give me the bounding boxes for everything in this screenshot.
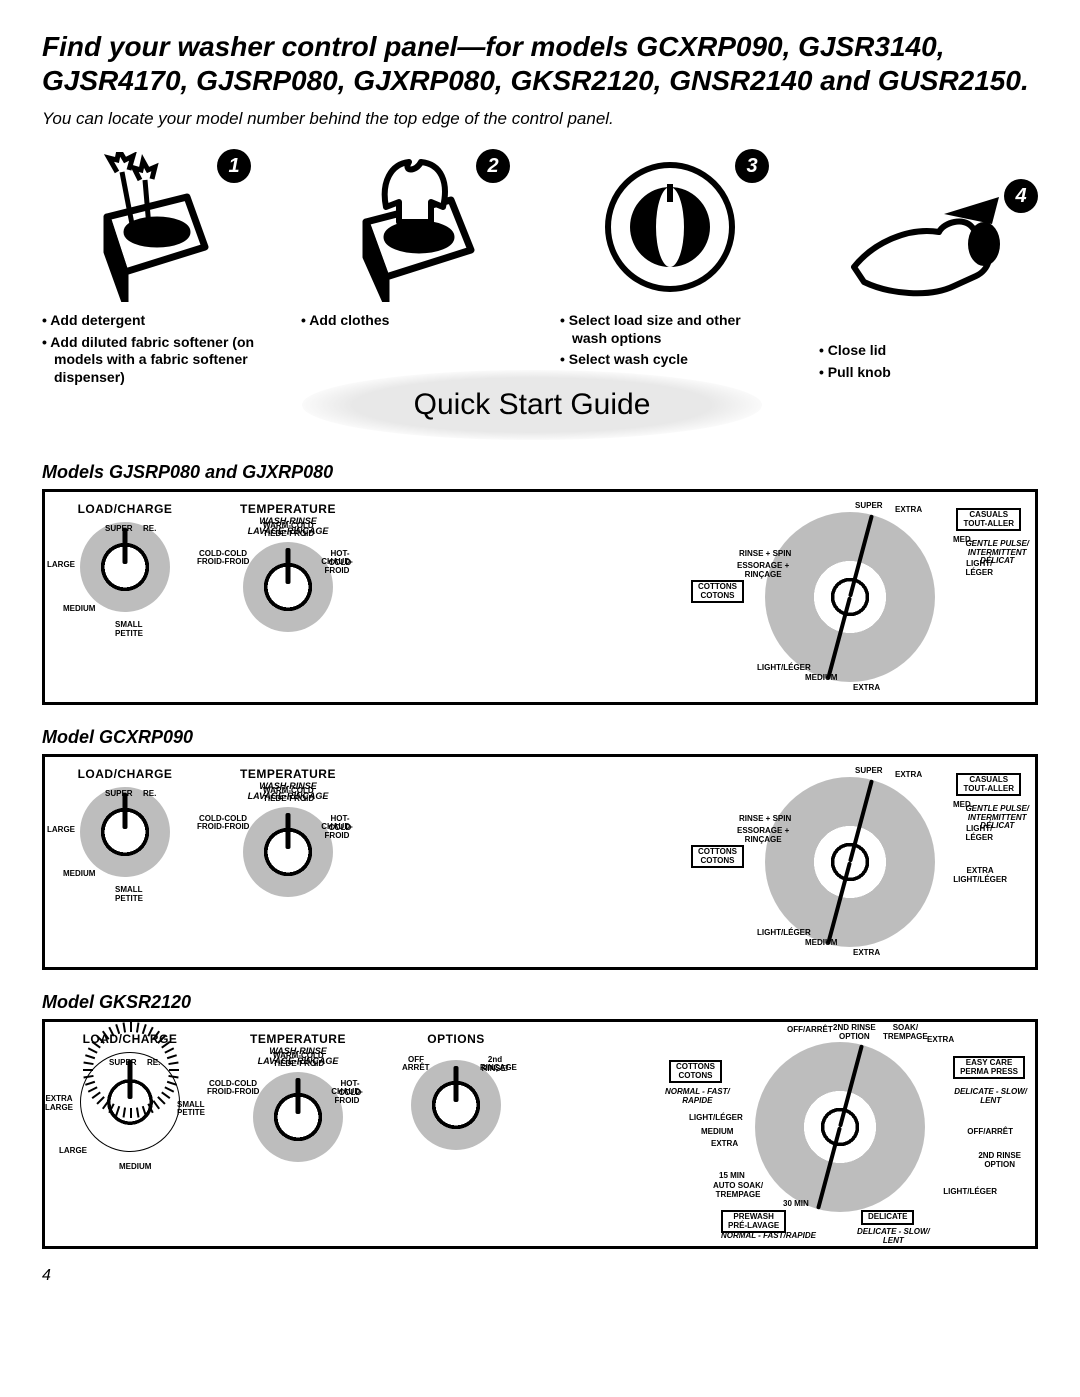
step-2: 2 Add clothes	[301, 149, 520, 334]
lbl-essorage: ESSORAGE + RINÇAGE	[737, 562, 789, 579]
step4-bullet1: Close lid	[819, 342, 1038, 360]
step2-bullet1: Add clothes	[301, 312, 520, 330]
cycle-dial-wrap-3: COTTONSCOTONS EASY CAREPERMA PRESS PREWA…	[665, 1032, 1025, 1218]
load-dial2	[80, 787, 170, 877]
pill-cottons: COTTONSCOTONS	[691, 580, 744, 603]
temp-dial	[243, 542, 333, 632]
lbl-extralarge: EXTRA LARGE	[45, 1094, 73, 1112]
panel-1: LOAD/CHARGE SUPER RE. LARGE MEDIUM SMALL…	[42, 489, 1038, 705]
lbl-lightleger2: LIGHT/LÉGER	[757, 664, 811, 672]
lbl-small: SMALL	[115, 620, 143, 629]
step3-bullet2: Select wash cycle	[560, 351, 779, 369]
load-title: LOAD/CHARGE	[55, 502, 195, 516]
panel-2: LOAD/CHARGE SUPER RE. LARGE MEDIUM SMALL…	[42, 754, 1038, 970]
lbl-30min: 30 MIN	[783, 1200, 809, 1208]
step3-bullet1: Select load size and other wash options	[560, 312, 779, 347]
lbl-super: SUPER	[855, 502, 883, 510]
step-badge-3: 3	[735, 149, 769, 183]
lbl-medium: MEDIUM	[63, 604, 95, 613]
pill-delicate: DELICATE	[861, 1210, 914, 1224]
page-title: Find your washer control panel—for model…	[42, 30, 1038, 97]
temp-title2: TEMPERATURE	[213, 767, 363, 781]
lbl-normalfastrapide: NORMAL - FAST/RAPIDE	[721, 1232, 816, 1240]
pill-cottons3: COTTONSCOTONS	[669, 1060, 722, 1083]
lbl-re: RE.	[143, 524, 156, 533]
lbl-autosoak: AUTO SOAK/ TREMPAGE	[713, 1182, 763, 1199]
lbl-delslow2: DELICATE - SLOW/ LENT	[857, 1228, 930, 1245]
quick-start-row: 1 Add detergent Add diluted fabric	[42, 149, 1038, 390]
pill-easycare: EASY CAREPERMA PRESS	[953, 1056, 1025, 1079]
temp-title: TEMPERATURE	[213, 502, 363, 516]
lbl-extra: EXTRA	[895, 506, 922, 514]
lbl-2ndrinseopt: 2ND RINSE OPTION	[833, 1024, 876, 1041]
panel-3: LOAD/CHARGE SUPER RE. EXTRA LARGE SMALL …	[42, 1019, 1038, 1249]
lbl-soak: SOAK/ TREMPAGE	[883, 1024, 928, 1041]
lbl-extra2: EXTRA	[853, 684, 880, 692]
page-number: 4	[42, 1267, 1038, 1285]
lbl-chaud: CHAUD-FROID	[321, 558, 353, 575]
lbl-medium2: MEDIUM	[805, 674, 837, 682]
cycle-dial2	[765, 777, 935, 947]
lbl-arret: ARRÊT	[402, 1064, 430, 1072]
temp-dial3	[253, 1072, 343, 1162]
cycle-dial-wrap-1: COTTONSCOTONS CASUALSTOUT-ALLER SUPER EX…	[695, 502, 1025, 688]
load-dial	[80, 522, 170, 612]
lbl-tiede: TIÈDE-FROID	[263, 530, 314, 538]
load-title3: LOAD/CHARGE	[55, 1032, 205, 1046]
lbl-lightleger: LIGHT/ LÉGER	[965, 560, 993, 577]
lbl-rincage: RINÇAGE	[480, 1064, 517, 1072]
pill-casuals: CASUALSTOUT-ALLER	[956, 508, 1021, 531]
lbl-15min: 15 MIN	[719, 1172, 745, 1180]
lbl-normalfast: NORMAL - FAST/ RAPIDE	[665, 1088, 730, 1105]
lbl-super: SUPER	[105, 524, 133, 533]
panel3-heading: Model GKSR2120	[42, 992, 1038, 1013]
panel2-heading: Model GCXRP090	[42, 727, 1038, 748]
cycle-dial-wrap-2: COTTONSCOTONS CASUALSTOUT-ALLER SUPER EX…	[695, 767, 1025, 953]
pill-prewash: PREWASHPRÉ-LAVAGE	[721, 1210, 786, 1233]
lbl-extralight: EXTRA LIGHT/LÉGER	[953, 867, 1007, 884]
load-title2: LOAD/CHARGE	[55, 767, 195, 781]
lbl-petite: PETITE	[115, 629, 143, 638]
step-1: 1 Add detergent Add diluted fabric	[42, 149, 261, 390]
step-badge-2: 2	[476, 149, 510, 183]
step-badge-1: 1	[217, 149, 251, 183]
lbl-rinsespin: RINSE + SPIN	[739, 550, 791, 558]
page-subtitle: You can locate your model number behind …	[42, 109, 1038, 129]
lbl-large: LARGE	[47, 560, 75, 569]
step-3: 3 Select load size and other wash option…	[560, 149, 779, 373]
options-dial	[411, 1060, 501, 1150]
temp-title3: TEMPERATURE	[223, 1032, 373, 1046]
quick-start-band: Quick Start Guide	[42, 370, 1038, 440]
cycle-dial	[765, 512, 935, 682]
lbl-froidfroid: FROID-FROID	[197, 558, 249, 566]
hand-knob-icon	[819, 149, 1038, 334]
step-badge-4: 4	[1004, 179, 1038, 213]
step-4: 4 Close lid Pull knob	[819, 149, 1038, 385]
lbl-delslow: DELICATE - SLOW/ LENT	[954, 1088, 1027, 1105]
quick-start-title: Quick Start Guide	[302, 370, 762, 440]
options-title: OPTIONS	[391, 1032, 521, 1046]
cycle-dial3	[755, 1042, 925, 1212]
panel1-heading: Models GJSRP080 and GJXRP080	[42, 462, 1038, 483]
step1-bullet1: Add detergent	[42, 312, 261, 330]
lbl-offarret: OFF/ARRÊT	[787, 1026, 833, 1034]
temp-dial2	[243, 807, 333, 897]
